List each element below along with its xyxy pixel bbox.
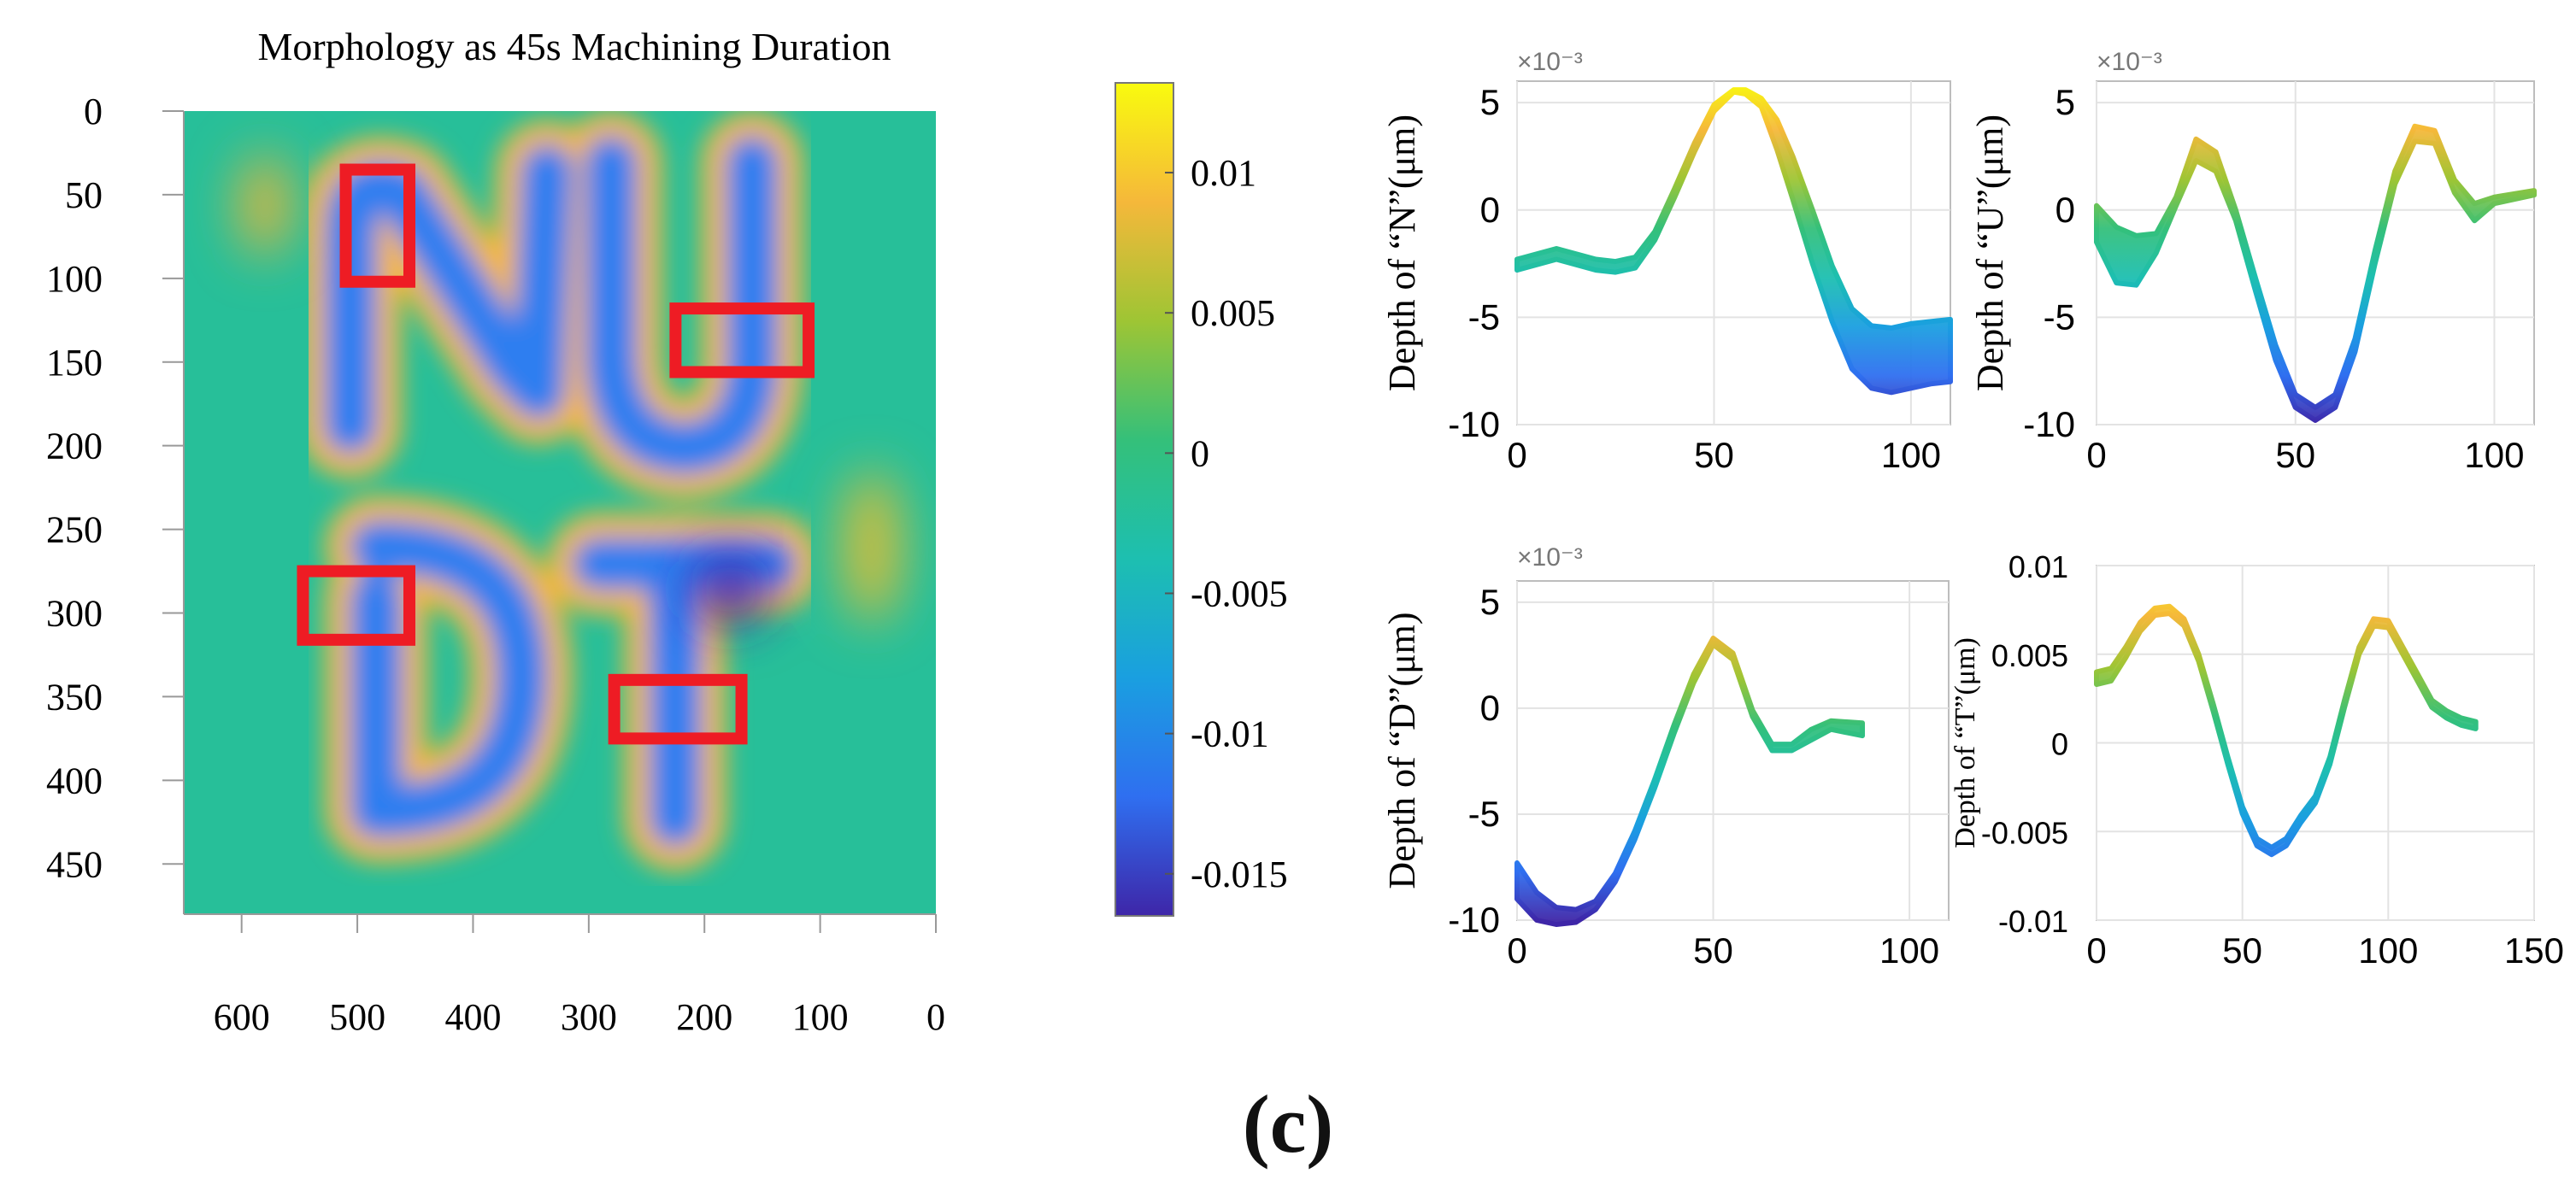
heatmap-x-ticks: 600 500 400 300 200 100 0 <box>214 914 945 1038</box>
colorbar-tick-label: -0.015 <box>1191 854 1288 895</box>
heatmap-y-tick-label: 200 <box>46 425 103 467</box>
colorbar-gradient <box>1115 82 1174 917</box>
heatmap-y-tick-label: 0 <box>84 91 103 132</box>
axis-multiplier: ×10⁻³ <box>1517 543 1583 572</box>
y-tick-label: -0.01 <box>1998 904 2068 939</box>
heatmap-x-tick-label: 100 <box>792 996 849 1038</box>
y-tick-label: -5 <box>2044 296 2075 337</box>
colorbar-tick-label: 0 <box>1191 432 1209 474</box>
heatmap-x-tick-label: 300 <box>561 996 617 1038</box>
colorbar-tick-label: 0.01 <box>1191 152 1256 194</box>
panel-label: (c) <box>1242 1078 1334 1170</box>
colorbar-tick-label: -0.01 <box>1191 713 1269 755</box>
x-tick-label: 150 <box>2504 930 2564 971</box>
depth-profile-series-2 <box>1516 88 1951 330</box>
y-tick-label: 0.005 <box>1991 638 2068 673</box>
plot-area <box>1516 580 1950 921</box>
heatmap-y-tick-label: 50 <box>65 174 103 216</box>
y-tick-label: -0.005 <box>1981 815 2068 850</box>
y-tick-label: -10 <box>2023 404 2075 444</box>
heatmap-title: Morphology as 45s Machining Duration <box>257 25 891 68</box>
heatmap-y-tick-label: 450 <box>46 843 103 885</box>
highlight-box-t <box>608 673 748 745</box>
heatmap-x-tick-label: 500 <box>329 996 385 1038</box>
heatmap-x-tick-label: 400 <box>444 996 501 1038</box>
heatmap-y-tick-label: 350 <box>46 676 103 718</box>
colorbar-tick-label: -0.005 <box>1191 572 1288 614</box>
deep-spot <box>692 555 769 624</box>
depth-t-panel: 0 50 100 150 0.01 0.005 0 -0.005 -0.01 Depth of “… <box>1950 549 2564 971</box>
y-tick-label: -10 <box>1448 404 1500 444</box>
colorbar-ticks: 0.01 0.005 0 -0.005 -0.01 -0.015 <box>1165 152 1288 895</box>
y-tick-label: 0 <box>2056 190 2075 230</box>
depth-profile-series-1 <box>2095 139 2535 423</box>
y-axis-label: Depth of “D”(μm) <box>1381 612 1423 889</box>
heatmap-y-tick-label: 300 <box>46 593 103 635</box>
y-axis-label: Depth of “N”(μm) <box>1381 114 1423 391</box>
depth-profile-series-1 <box>2096 611 2477 857</box>
heatmap-x-tick-label: 200 <box>676 996 732 1038</box>
y-tick-label: -5 <box>1468 794 1500 834</box>
plot-area <box>2096 80 2535 425</box>
x-tick-label: 100 <box>2358 930 2418 971</box>
x-tick-label: 50 <box>1694 435 1734 475</box>
warm-patch-left <box>239 154 291 256</box>
heatmap-x-tick-label: 600 <box>214 996 270 1038</box>
highlight-box-d <box>297 565 416 646</box>
x-tick-label: 0 <box>1507 435 1526 475</box>
heatmap-speckles <box>239 154 902 624</box>
y-tick-label: 0 <box>1480 190 1500 230</box>
x-tick-label: 50 <box>2275 435 2315 475</box>
y-axis-label: Depth of “U”(μm) <box>1969 114 2011 391</box>
heatmap-surface <box>184 111 936 914</box>
x-tick-label: 100 <box>1879 930 1939 971</box>
heatmap-y-tick-label: 400 <box>46 760 103 801</box>
depth-profile-series-1 <box>1515 642 1863 927</box>
colorbar: 0.01 0.005 0 -0.005 -0.01 -0.015 <box>1115 82 1288 917</box>
heatmap-y-tick-label: 150 <box>46 342 103 384</box>
heatmap-y-tick-label: 100 <box>46 258 103 300</box>
x-tick-label: 0 <box>1507 930 1526 971</box>
heatmap-x-tick-label: 0 <box>926 996 945 1038</box>
depth-profile-series-1 <box>1516 90 1951 395</box>
axis-multiplier: ×10⁻³ <box>2097 48 2162 76</box>
y-tick-label: -5 <box>1468 296 1500 337</box>
y-tick-label: 0 <box>1480 688 1500 728</box>
depth-profile-series-2 <box>2096 604 2477 850</box>
highlight-box-n <box>339 163 415 288</box>
y-tick-label: 5 <box>1480 582 1500 622</box>
depth-profile-series-2 <box>2095 124 2535 410</box>
y-tick-label: 0 <box>2051 727 2068 762</box>
y-tick-label: -10 <box>1448 900 1500 940</box>
y-axis-label: Depth of “T”(μm) <box>1950 637 1981 848</box>
y-tick-label: 5 <box>2056 82 2075 122</box>
groove-d <box>350 520 548 838</box>
axis-multiplier: ×10⁻³ <box>1517 48 1583 76</box>
heatmap-panel: Morphology as 45s Machining Duration 0 50… <box>46 25 945 1038</box>
x-tick-label: 50 <box>1693 930 1733 971</box>
x-tick-label: 0 <box>2086 930 2106 971</box>
heatmap-y-ticks: 0 50 100 150 200 250 300 350 400 450 <box>46 91 184 885</box>
colorbar-tick-label: 0.005 <box>1191 292 1275 334</box>
highlight-boxes <box>297 163 815 745</box>
x-tick-label: 100 <box>1881 435 1941 475</box>
depth-profile-series-2 <box>1515 636 1863 912</box>
groove-u <box>585 136 779 475</box>
warm-patch-right <box>842 470 902 624</box>
x-tick-label: 100 <box>2464 435 2524 475</box>
x-tick-label: 0 <box>2086 435 2106 475</box>
y-tick-label: 5 <box>1480 82 1500 122</box>
highlight-box-u <box>669 302 815 378</box>
x-tick-label: 50 <box>2222 930 2262 971</box>
heatmap-y-tick-label: 250 <box>46 509 103 551</box>
y-tick-label: 0.01 <box>2008 549 2068 584</box>
